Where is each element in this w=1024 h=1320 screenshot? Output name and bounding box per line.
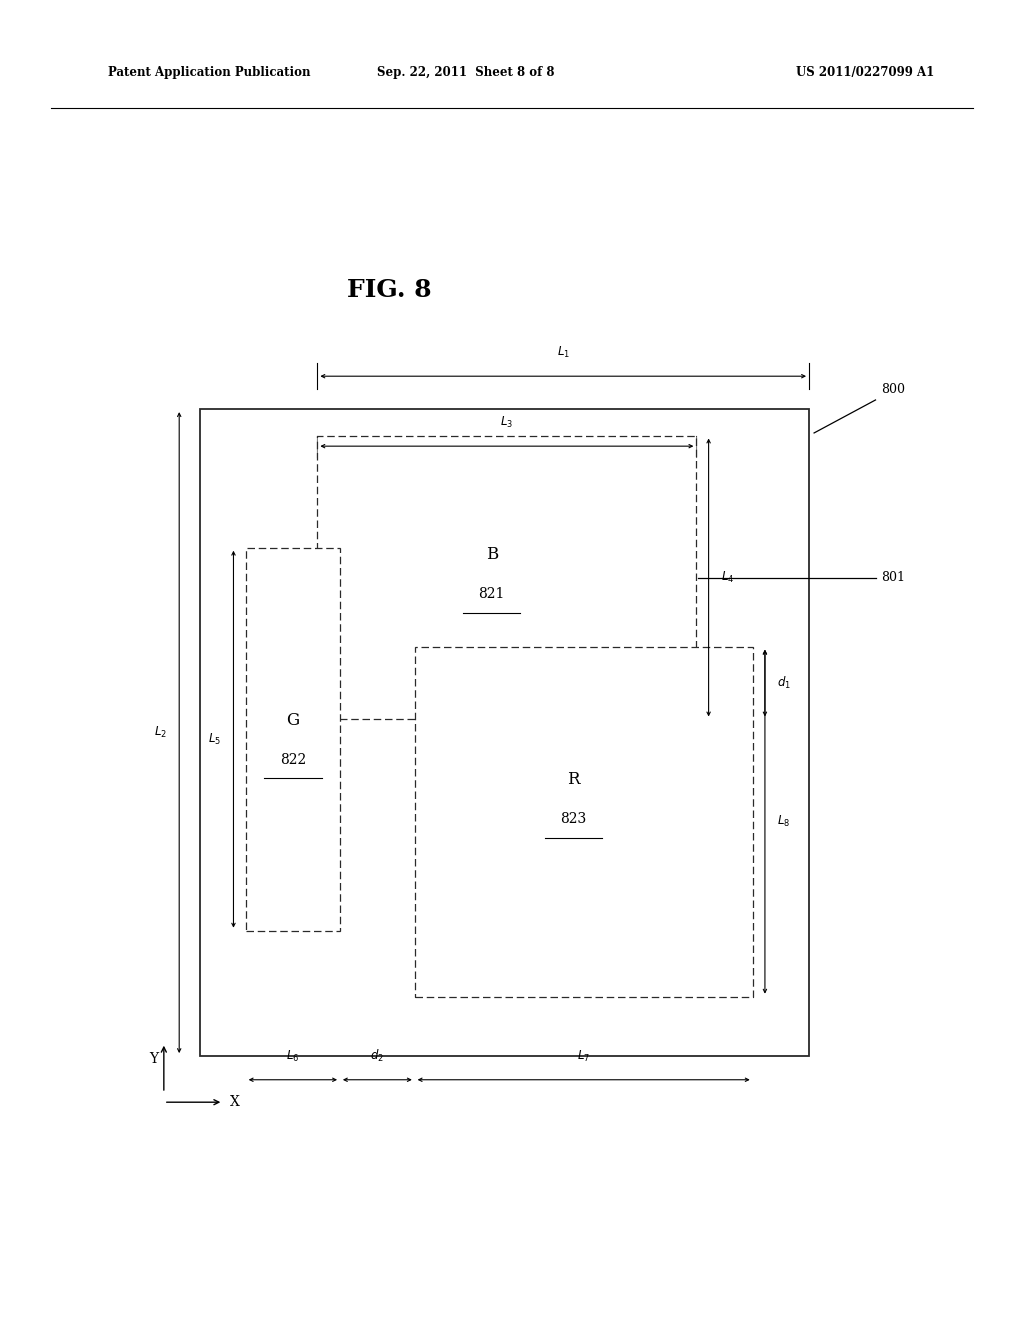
Text: $L_3$: $L_3$	[501, 416, 513, 430]
Text: $L_2$: $L_2$	[154, 725, 167, 741]
Text: 800: 800	[881, 383, 904, 396]
Text: 801: 801	[881, 572, 904, 583]
Text: FIG. 8: FIG. 8	[347, 279, 431, 302]
Text: Y: Y	[150, 1052, 158, 1065]
Text: US 2011/0227099 A1: US 2011/0227099 A1	[796, 66, 935, 79]
Text: 823: 823	[560, 812, 587, 826]
Text: $L_8$: $L_8$	[777, 814, 791, 829]
Text: G: G	[287, 711, 299, 729]
Text: 821: 821	[478, 587, 505, 602]
Text: B: B	[485, 546, 498, 564]
Text: $d_1$: $d_1$	[777, 675, 792, 692]
Text: R: R	[567, 771, 580, 788]
Text: $L_4$: $L_4$	[721, 570, 734, 585]
Text: 822: 822	[280, 752, 306, 767]
Bar	[415, 647, 753, 997]
Text: $L_7$: $L_7$	[578, 1049, 590, 1064]
Bar	[317, 436, 696, 719]
Text: $L_5$: $L_5$	[208, 731, 221, 747]
Text: $L_6$: $L_6$	[287, 1049, 299, 1064]
Bar	[200, 409, 809, 1056]
Text: $d_2$: $d_2$	[371, 1048, 384, 1064]
Text: X: X	[230, 1096, 241, 1109]
Text: Patent Application Publication: Patent Application Publication	[108, 66, 310, 79]
Text: Sep. 22, 2011  Sheet 8 of 8: Sep. 22, 2011 Sheet 8 of 8	[377, 66, 555, 79]
Text: $L_1$: $L_1$	[557, 346, 569, 360]
Bar	[246, 548, 340, 931]
